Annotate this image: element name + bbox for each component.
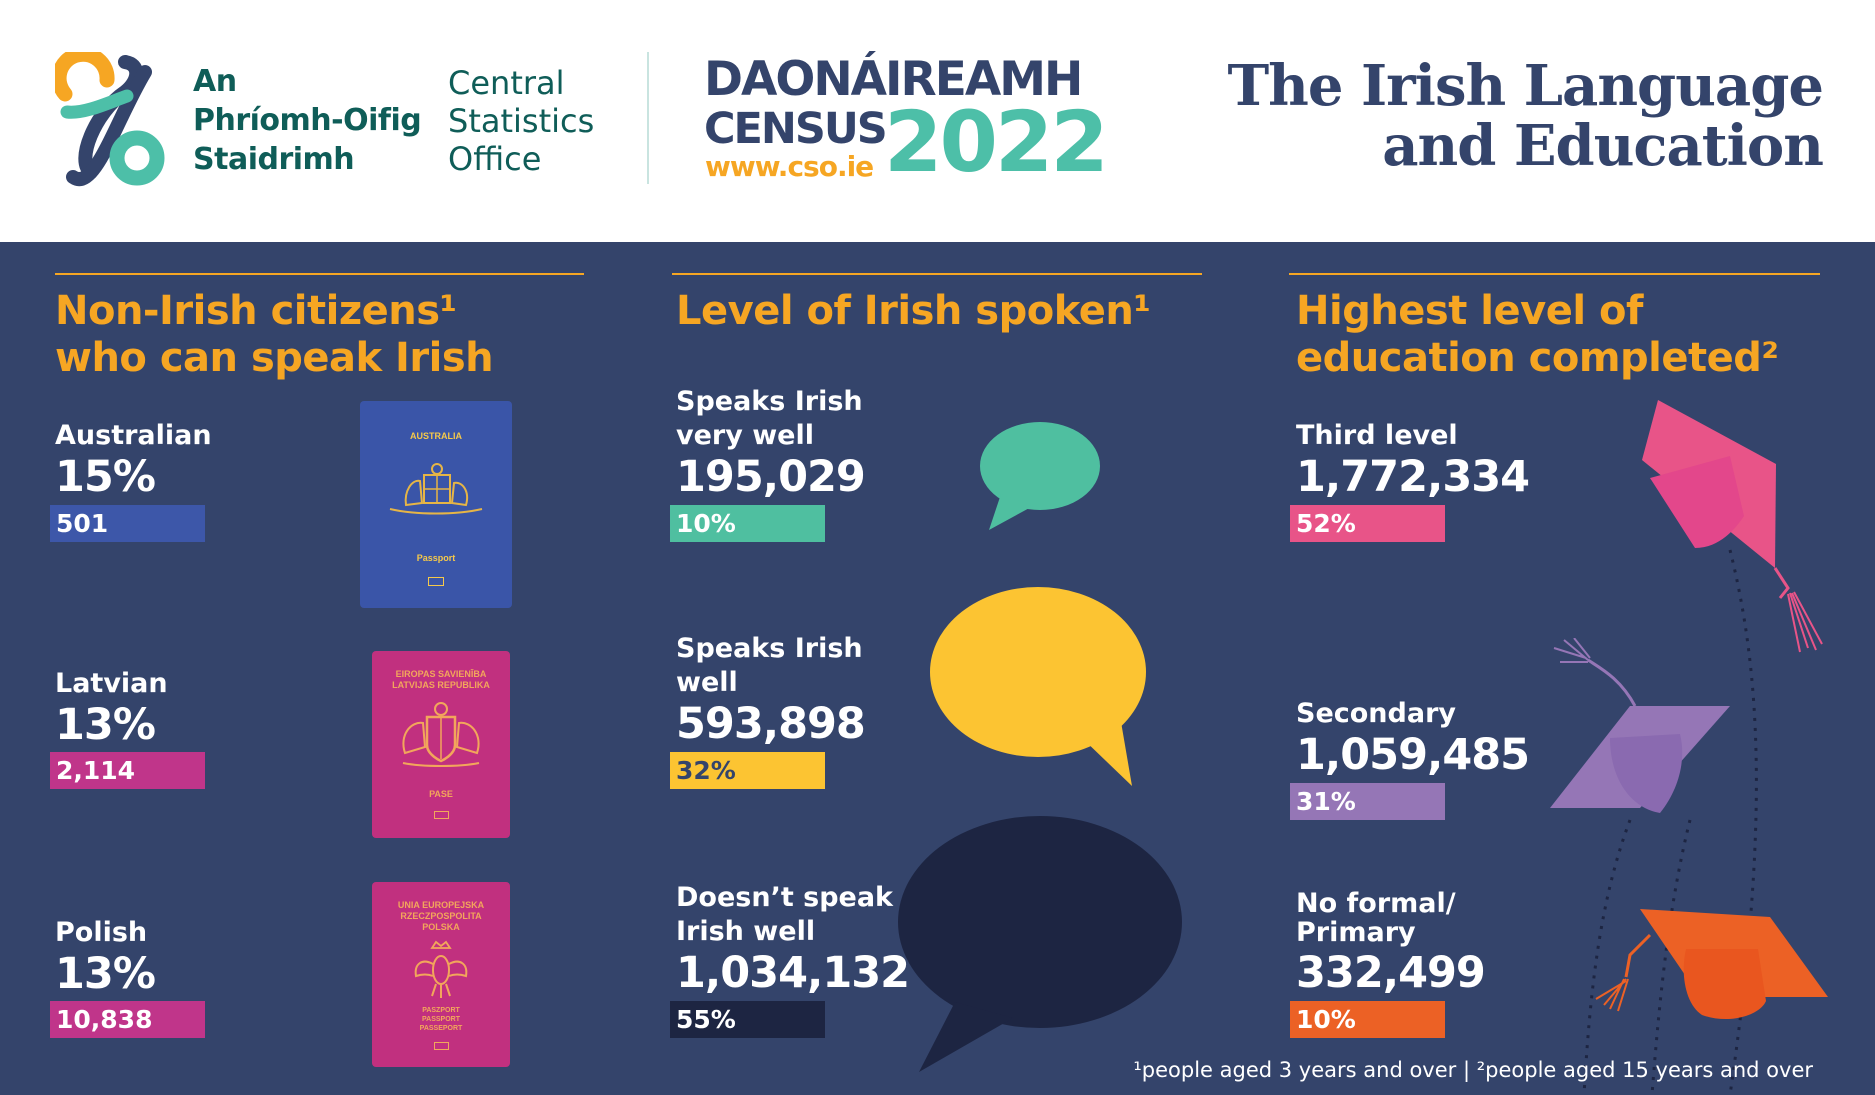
header-divider <box>647 52 649 184</box>
education-bar-primary: 10% <box>1290 1001 1445 1038</box>
census-english-wordmark: CENSUS <box>704 104 888 154</box>
passport-poland-line3: POLSKA <box>422 922 460 932</box>
citizen-count-australian: 501 <box>56 509 109 538</box>
biometric-chip-icon <box>428 577 444 586</box>
passport-poland-line1: UNIA EUROPEJSKA <box>397 900 485 910</box>
irish-level-percent-not-well: 55% <box>676 1005 736 1034</box>
irish-level-bar-very-well: 10% <box>670 505 825 542</box>
irish-level-label-well: Speaks Irish well <box>676 632 863 700</box>
org-name-english-line3: Office <box>448 140 542 178</box>
education-count-secondary: 1,059,485 <box>1296 730 1530 780</box>
passport-latvia-line2: LATVIJAS REPUBLIKA <box>392 680 490 690</box>
speech-bubble-icon <box>980 422 1100 530</box>
education-label-primary: No formal/ Primary <box>1296 887 1456 950</box>
irish-level-percent-very-well: 10% <box>676 509 736 538</box>
graduation-cap-icon <box>1550 638 1730 813</box>
education-label-primary-line2: Primary <box>1296 917 1416 948</box>
passport-australia: AUSTRALIA Passport <box>360 401 512 608</box>
section-title-education: Highest level of education completed² <box>1296 288 1779 382</box>
education-label-primary-line1: No formal/ <box>1296 888 1456 919</box>
passport-latvia: EIROPAS SAVIENĪBA LATVIJAS REPUBLIKA PAS… <box>372 651 510 838</box>
irish-level-count-not-well: 1,034,132 <box>676 948 910 998</box>
citizen-percent-polish: 13% <box>55 949 156 999</box>
irish-level-count-very-well: 195,029 <box>676 452 866 502</box>
citizen-name-australian: Australian <box>55 420 212 451</box>
census-url: www.cso.ie <box>705 150 874 183</box>
graduation-cap-icon <box>1642 400 1823 653</box>
section-title-education-line1: Highest level of <box>1296 288 1643 334</box>
education-label-third-level: Third level <box>1296 420 1458 451</box>
org-name-english-line2: Statistics <box>448 102 595 140</box>
irish-level-count-well: 593,898 <box>676 699 866 749</box>
irish-level-label-not-well-line1: Doesn’t speak <box>676 882 894 913</box>
section-title-irish-level: Level of Irish spoken¹ <box>676 288 1151 334</box>
irish-level-label-well-line1: Speaks Irish <box>676 633 863 664</box>
education-percent-secondary: 31% <box>1296 787 1356 816</box>
citizen-percent-latvian: 13% <box>55 700 156 750</box>
org-name-irish-line2: Phríomh-Oifig <box>193 103 422 138</box>
section-title-citizens-line2: who can speak Irish <box>55 335 494 381</box>
section-title-education-line2: education completed² <box>1296 335 1779 381</box>
citizen-count-bar-latvian: 2,114 <box>50 752 205 789</box>
irish-level-percent-well: 32% <box>676 756 736 785</box>
cso-logo-icon <box>55 52 165 186</box>
education-bar-third-level: 52% <box>1290 505 1445 542</box>
passport-poland-label: PASZPORT PASSPORT PASSEPORT <box>419 1007 463 1032</box>
irish-level-bar-not-well: 55% <box>670 1001 825 1038</box>
eagle-icon <box>414 940 468 998</box>
citizen-count-polish: 10,838 <box>56 1005 153 1034</box>
page-title-line1: The Irish Language <box>1227 53 1824 119</box>
section-title-citizens-line1: Non-Irish citizens¹ <box>55 288 457 334</box>
citizen-count-latvian: 2,114 <box>56 756 136 785</box>
header: An Phríomh-Oifig Staidrimh Central Stati… <box>0 0 1875 242</box>
section-divider-irish-level <box>672 273 1202 275</box>
irish-level-label-very-well-line2: very well <box>676 420 814 451</box>
irish-level-label-very-well: Speaks Irish very well <box>676 385 863 453</box>
irish-level-bar-well: 32% <box>670 752 825 789</box>
speech-bubble-icon <box>930 587 1146 786</box>
passport-australia-label: Passport <box>416 553 456 563</box>
census-irish-wordmark: DAONÁIREAMH <box>704 52 1083 107</box>
census-year: 2022 <box>884 93 1109 191</box>
biometric-chip-icon <box>434 811 449 819</box>
education-bar-secondary: 31% <box>1290 783 1445 820</box>
citizen-count-bar-australian: 501 <box>50 505 205 542</box>
passport-poland: UNIA EUROPEJSKA RZECZPOSPOLITA POLSKA PA… <box>372 882 510 1067</box>
irish-level-label-not-well-line2: Irish well <box>676 916 816 947</box>
org-name-irish-line1: An <box>193 64 237 99</box>
passport-latvia-label: PASE <box>429 789 453 799</box>
passport-australia-title: AUSTRALIA <box>410 431 462 441</box>
org-name-english-line1: Central <box>448 64 565 102</box>
education-percent-third-level: 52% <box>1296 509 1356 538</box>
irish-level-label-very-well-line1: Speaks Irish <box>676 386 863 417</box>
coat-of-arms-icon <box>389 463 483 515</box>
page-title: The Irish Language and Education <box>1227 53 1824 179</box>
education-percent-primary: 10% <box>1296 1005 1356 1034</box>
coat-of-arms-icon <box>402 702 480 767</box>
citizen-name-polish: Polish <box>55 917 148 948</box>
citizen-name-latvian: Latvian <box>55 668 168 699</box>
passport-poland-line2: RZECZPOSPOLITA <box>400 911 482 921</box>
irish-level-label-well-line2: well <box>676 667 738 698</box>
section-title-citizens: Non-Irish citizens¹ who can speak Irish <box>55 288 494 382</box>
irish-level-label-not-well: Doesn’t speak Irish well <box>676 881 893 949</box>
page-title-line2: and Education <box>1382 113 1824 179</box>
section-divider-citizens <box>55 273 584 275</box>
graduation-cap-icon <box>1595 909 1828 1020</box>
education-count-primary: 332,499 <box>1296 948 1486 998</box>
education-count-third-level: 1,772,334 <box>1296 452 1530 502</box>
footnote: ¹people aged 3 years and over | ²people … <box>1133 1058 1813 1082</box>
citizen-count-bar-polish: 10,838 <box>50 1001 205 1038</box>
section-divider-education <box>1289 273 1820 275</box>
org-name-irish-line3: Staidrimh <box>193 142 355 177</box>
speech-bubble-icon <box>898 816 1182 1072</box>
citizen-percent-australian: 15% <box>55 452 156 502</box>
biometric-chip-icon <box>434 1042 449 1050</box>
passport-latvia-line1: EIROPAS SAVIENĪBA <box>395 669 487 679</box>
education-label-secondary: Secondary <box>1296 698 1456 729</box>
